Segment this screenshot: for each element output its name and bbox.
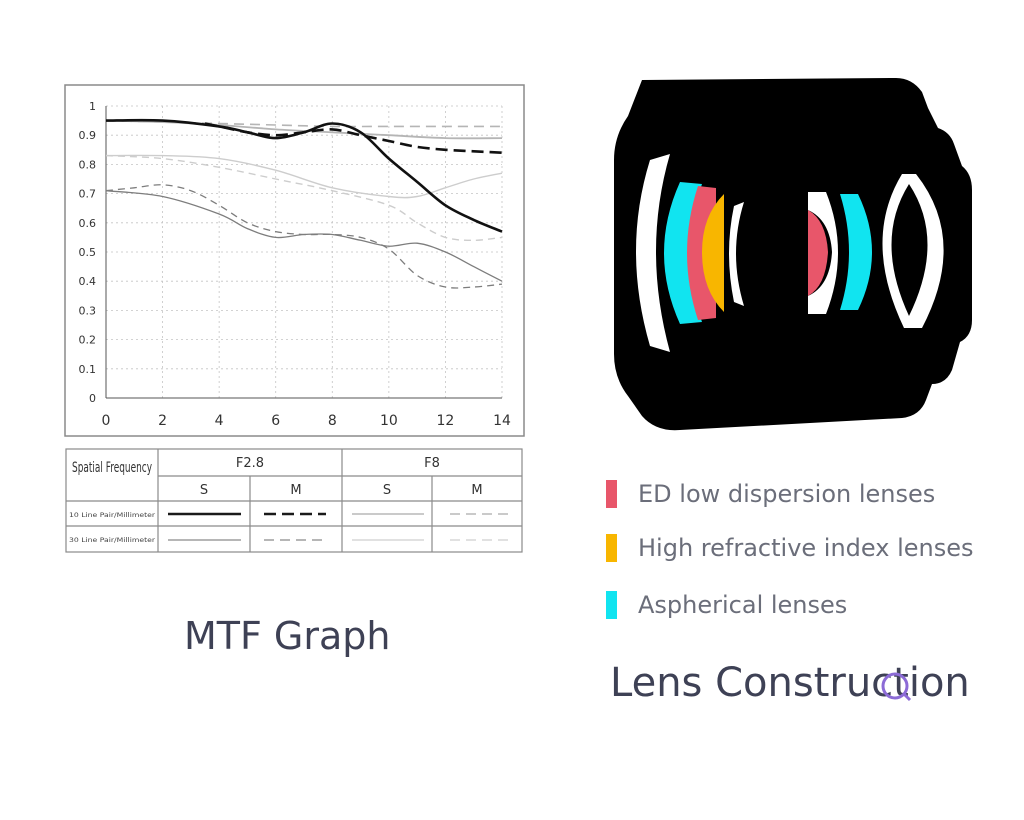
table-row-30lp: 30 Line Pair/Millimeter	[69, 537, 156, 544]
chart-frame	[64, 84, 525, 437]
lens-element-1	[636, 154, 670, 352]
aspherical-label: Aspherical lenses	[638, 591, 848, 619]
table-orientation-f8-s: S	[383, 483, 391, 498]
y-tick-label: 1	[89, 100, 96, 113]
y-tick-label: 0.9	[79, 129, 97, 142]
watermark-logo	[881, 672, 912, 702]
table-orientation-f28-m: M	[290, 483, 301, 498]
mtf-chart: 00.10.20.30.40.50.60.70.80.910 2 4 6 8 10 12 14	[64, 84, 525, 437]
series-line-f8-s-10lp	[105, 119, 503, 140]
table-row-10lp: 10 Line Pair/Millimeter	[69, 512, 156, 519]
y-tick-label: 0.7	[79, 188, 97, 201]
series-line-f8-m-30lp	[105, 154, 503, 241]
lens-construction-diagram	[614, 78, 972, 431]
lens-element-8	[882, 174, 944, 328]
series-line-f28-m-30lp	[105, 184, 503, 289]
aspherical-swatch	[606, 591, 617, 619]
ed-swatch	[606, 480, 617, 508]
lens-legend-high-refractive: High refractive index lenses	[606, 532, 974, 564]
mtf-graph-caption: MTF Graph	[184, 614, 391, 658]
chart-axes: 00.10.20.30.40.50.60.70.80.910 2 4 6 8 10 12 14	[79, 100, 511, 429]
x-tick-label: 2	[158, 413, 167, 429]
lens-element-high-refractive	[702, 194, 724, 312]
series-line-f28-s-10lp	[105, 118, 503, 233]
x-tick-label: 8	[328, 413, 337, 429]
series-line-f8-s-30lp	[105, 154, 503, 199]
series-line-f8-m-10lp	[105, 119, 502, 128]
lens-construction-caption: Lens Construction	[610, 660, 970, 706]
chart-series	[105, 118, 503, 289]
high-refractive-label: High refractive index lenses	[638, 534, 974, 562]
x-tick-label: 10	[380, 413, 398, 429]
high-refractive-swatch	[606, 534, 617, 562]
ed-label: ED low dispersion lenses	[638, 480, 936, 508]
x-tick-label: 4	[215, 413, 224, 429]
x-tick-label: 0	[102, 413, 111, 429]
lens-element-6	[808, 192, 838, 314]
y-tick-label: 0.5	[79, 246, 97, 259]
y-tick-label: 0.4	[79, 275, 97, 288]
series-line-f28-s-30lp	[105, 190, 503, 282]
lens-element-aspherical-2	[840, 194, 872, 310]
x-tick-label: 12	[437, 413, 455, 429]
table-aperture-f8: F8	[424, 456, 440, 471]
lens-legend-ed: ED low dispersion lenses	[606, 478, 935, 510]
y-tick-label: 0.6	[79, 217, 97, 230]
x-tick-label: 6	[271, 413, 280, 429]
mtf-legend-table: Spatial Frequency F2.8 F8 S M S M 10 Lin…	[65, 448, 523, 553]
x-tick-label: 14	[493, 413, 511, 429]
table-orientation-f8-m: M	[471, 483, 482, 498]
y-tick-label: 0.1	[79, 363, 97, 376]
y-tick-label: 0	[89, 392, 96, 405]
y-tick-label: 0.8	[79, 158, 97, 171]
lens-element-ed-2	[808, 210, 828, 296]
lens-element-4	[729, 202, 744, 306]
table-orientation-f28-s: S	[200, 483, 208, 498]
table-row-header: Spatial Frequency	[72, 460, 152, 476]
table-aperture-f28: F2.8	[236, 456, 264, 471]
lens-legend-aspherical: Aspherical lenses	[606, 589, 847, 621]
lens-barrel	[614, 78, 972, 431]
y-tick-label: 0.2	[79, 334, 97, 347]
y-tick-label: 0.3	[79, 304, 97, 317]
